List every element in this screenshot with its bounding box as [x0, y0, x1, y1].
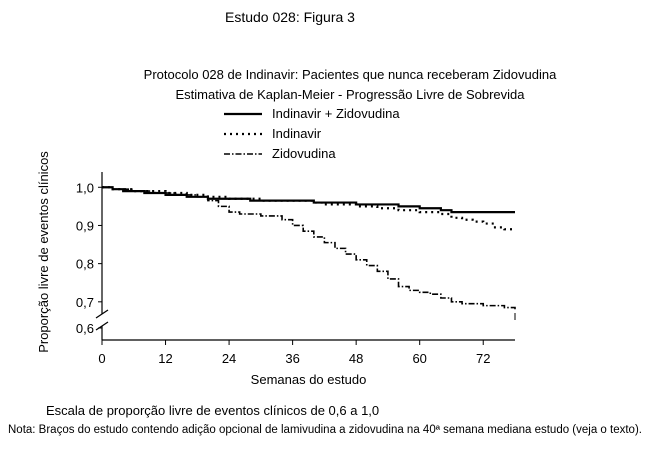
x-tick-label: 48: [349, 351, 363, 366]
series-line-indinavir-zidovudina: [102, 186, 515, 214]
chart-caption: Escala de proporção livre de eventos clí…: [46, 403, 380, 418]
axis-break-mark: [95, 321, 109, 331]
legend-label: Indinavir + Zidovudina: [272, 106, 400, 121]
x-tick-label: 36: [285, 351, 299, 366]
series-line-zidovudina: [102, 186, 516, 310]
legend-label: Indinavir: [272, 126, 322, 141]
x-tick-label: 72: [476, 351, 490, 366]
axis-break-mark: [95, 309, 109, 319]
chart-subtitle: Estimativa de Kaplan-Meier - Progressão …: [175, 87, 525, 102]
x-tick-label: 12: [158, 351, 172, 366]
y-tick-label: 1,0: [76, 180, 94, 195]
series-line-indinavir: [102, 186, 515, 231]
chart-note: Nota: Braços do estudo contendo adição o…: [8, 424, 642, 436]
chart-title: Protocolo 028 de Indinavir: Pacientes qu…: [143, 67, 557, 82]
y-axis-label: Proporção livre de eventos clínicos: [36, 151, 51, 353]
x-axis-label: Semanas do estudo: [251, 372, 367, 387]
x-tick-label: 60: [412, 351, 426, 366]
figure-title: Estudo 028: Figura 3: [225, 9, 355, 25]
x-tick-label: 0: [98, 351, 105, 366]
y-tick-label: 0,9: [76, 218, 94, 233]
y-tick-label: 0,7: [76, 295, 94, 310]
y-tick-label: 0,8: [76, 257, 94, 272]
x-tick-label: 24: [222, 351, 236, 366]
legend-label: Zidovudina: [272, 146, 336, 161]
y-tick-label: 0,6: [76, 321, 94, 336]
